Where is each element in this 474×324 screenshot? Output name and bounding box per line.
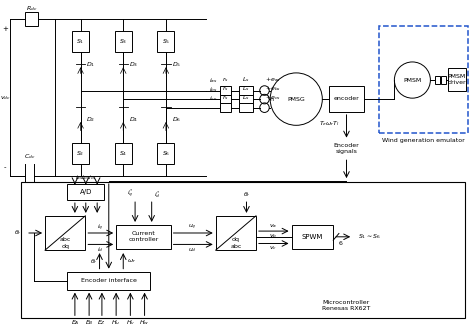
FancyBboxPatch shape [216, 216, 256, 250]
Text: $r_s$: $r_s$ [222, 75, 229, 85]
FancyBboxPatch shape [45, 216, 85, 250]
Text: $\theta_r$: $\theta_r$ [243, 190, 250, 199]
FancyBboxPatch shape [220, 86, 231, 95]
Text: $T_e  \omega_r  T_l$: $T_e \omega_r T_l$ [319, 120, 340, 128]
Text: n: n [269, 97, 273, 102]
Text: $S_6$: $S_6$ [162, 149, 170, 158]
Text: $i_{as}  i_{bs}  i_{cs}$: $i_{as} i_{bs} i_{cs}$ [75, 173, 97, 182]
Text: $\omega_r$: $\omega_r$ [127, 257, 137, 265]
Text: Encoder
signals: Encoder signals [334, 143, 359, 154]
Text: +: + [2, 26, 8, 31]
Text: A/D: A/D [80, 189, 92, 195]
FancyBboxPatch shape [239, 86, 253, 95]
Text: $\theta_r$: $\theta_r$ [90, 257, 98, 266]
Text: $H_v$: $H_v$ [126, 318, 135, 324]
Text: abc: abc [230, 244, 241, 249]
Text: $i_{as}$: $i_{as}$ [209, 76, 218, 86]
Text: $D_3$: $D_3$ [129, 60, 138, 69]
Text: $v_a$: $v_a$ [269, 222, 278, 230]
Text: $R_{dc}$: $R_{dc}$ [26, 4, 37, 13]
Text: $r_s$: $r_s$ [222, 93, 229, 102]
Text: $v_{dc}$: $v_{dc}$ [0, 94, 11, 102]
FancyBboxPatch shape [220, 95, 231, 103]
Text: $S_4$: $S_4$ [119, 149, 128, 158]
Text: $i_{bs}$: $i_{bs}$ [209, 85, 218, 94]
FancyBboxPatch shape [448, 68, 466, 91]
Text: dq: dq [61, 244, 69, 249]
Text: $D_1$: $D_1$ [86, 60, 96, 69]
FancyBboxPatch shape [329, 86, 364, 112]
Text: dq: dq [232, 237, 240, 242]
Text: $v_b$: $v_b$ [269, 232, 278, 240]
FancyBboxPatch shape [72, 31, 89, 52]
Text: Wind generation emulator: Wind generation emulator [383, 138, 465, 143]
FancyBboxPatch shape [441, 76, 446, 84]
Text: $L_s$: $L_s$ [242, 93, 250, 102]
Text: $S_1$: $S_1$ [76, 37, 85, 46]
Text: $u_q$: $u_q$ [188, 223, 196, 232]
Text: $E_B$: $E_B$ [85, 318, 93, 324]
Text: $i_d$: $i_d$ [97, 245, 104, 254]
FancyBboxPatch shape [115, 143, 132, 164]
Text: PMSG: PMSG [287, 97, 305, 102]
Text: Encoder interface: Encoder interface [81, 278, 137, 283]
Text: 6: 6 [338, 241, 342, 247]
Text: $S_1\sim S_6$: $S_1\sim S_6$ [358, 232, 381, 241]
FancyBboxPatch shape [67, 272, 150, 290]
Text: $r_s$: $r_s$ [222, 84, 229, 93]
Text: abc: abc [60, 237, 71, 242]
Text: Microcontroller
Renesas RX62T: Microcontroller Renesas RX62T [322, 300, 370, 311]
Text: $u_d$: $u_d$ [188, 246, 196, 254]
FancyBboxPatch shape [72, 143, 89, 164]
Text: $E_Z$: $E_Z$ [97, 318, 107, 324]
FancyBboxPatch shape [67, 184, 104, 200]
Text: $H_u$: $H_u$ [111, 318, 121, 324]
Text: $i_q$: $i_q$ [97, 223, 104, 233]
Text: $S_3$: $S_3$ [119, 37, 128, 46]
FancyBboxPatch shape [21, 182, 465, 318]
FancyBboxPatch shape [292, 225, 333, 249]
Text: $S_5$: $S_5$ [162, 37, 170, 46]
FancyBboxPatch shape [379, 26, 468, 133]
Text: $i_d^*$: $i_d^*$ [154, 189, 161, 200]
Text: $L_s$: $L_s$ [242, 75, 250, 85]
Text: $+e_{cs}$: $+e_{cs}$ [264, 93, 281, 102]
Text: $D_5$: $D_5$ [172, 60, 181, 69]
Text: $S_2$: $S_2$ [76, 149, 85, 158]
FancyBboxPatch shape [239, 95, 253, 103]
Text: $+e_{bs}$: $+e_{bs}$ [264, 84, 281, 93]
FancyBboxPatch shape [115, 31, 132, 52]
Text: $L_s$: $L_s$ [242, 84, 250, 93]
Text: $D_2$: $D_2$ [86, 115, 96, 123]
Text: $D_6$: $D_6$ [172, 115, 181, 123]
Text: $+e_{as}$: $+e_{as}$ [264, 75, 281, 85]
FancyBboxPatch shape [116, 225, 171, 249]
Text: $E_A$: $E_A$ [71, 318, 79, 324]
Text: encoder: encoder [334, 96, 359, 101]
FancyBboxPatch shape [435, 76, 440, 84]
Text: Current
controller: Current controller [128, 231, 158, 242]
Text: $i_q^*$: $i_q^*$ [127, 188, 134, 201]
Text: $D_4$: $D_4$ [129, 115, 138, 123]
Text: -: - [3, 164, 6, 170]
FancyBboxPatch shape [220, 103, 231, 112]
Text: $i_{cs}$: $i_{cs}$ [209, 94, 218, 103]
FancyBboxPatch shape [157, 143, 174, 164]
FancyBboxPatch shape [239, 103, 253, 112]
Text: $H_w$: $H_w$ [139, 318, 150, 324]
Text: SPWM: SPWM [301, 234, 323, 240]
Text: $C_{dc}$: $C_{dc}$ [24, 152, 35, 161]
Text: PMSM: PMSM [403, 77, 421, 83]
FancyBboxPatch shape [25, 12, 38, 26]
Text: $v_c$: $v_c$ [270, 244, 277, 252]
FancyBboxPatch shape [157, 31, 174, 52]
Text: $\theta_r$: $\theta_r$ [14, 228, 22, 237]
Text: PMSM
driver: PMSM driver [447, 74, 466, 85]
